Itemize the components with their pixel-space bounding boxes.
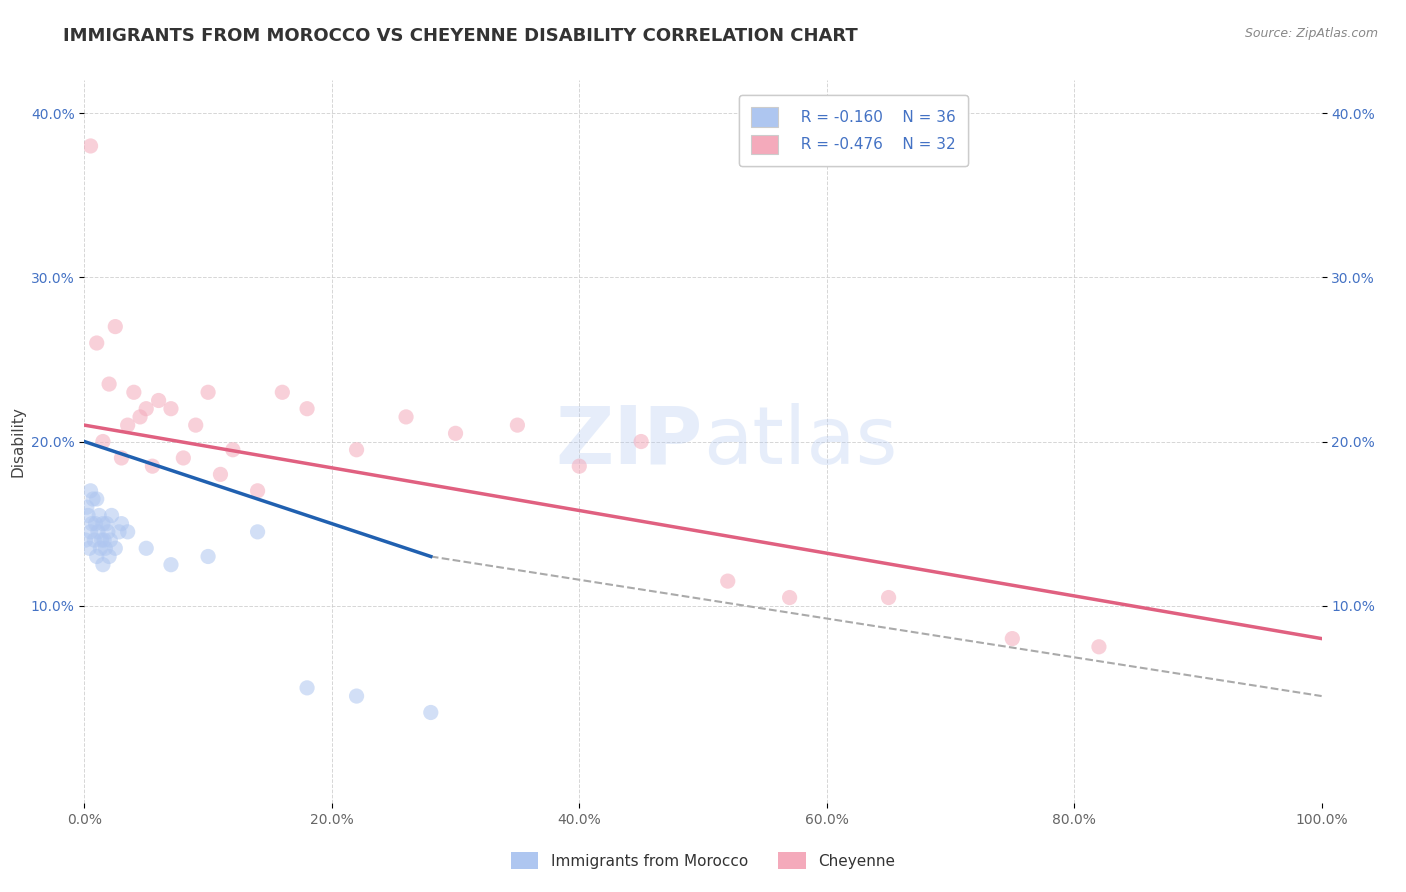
Point (91, 434, 114, 449)
Point (79, 139, 101, 153)
Point (91, 516, 114, 531)
Point (222, 442, 245, 457)
Point (184, 418, 207, 433)
Point (419, 706, 441, 720)
Point (1088, 640, 1111, 654)
Point (80, 516, 103, 531)
Point (108, 524, 131, 539)
Point (346, 442, 368, 457)
Point (79, 483, 101, 498)
Point (79, 541, 101, 556)
Point (89, 508, 111, 523)
Point (506, 418, 529, 433)
Point (117, 418, 139, 433)
Point (877, 591, 900, 605)
Point (779, 591, 801, 605)
Point (76, 500, 98, 515)
Point (160, 558, 183, 572)
Point (94, 541, 117, 556)
Point (83, 533, 105, 547)
Point (148, 393, 170, 408)
Point (141, 459, 163, 474)
Point (104, 541, 127, 556)
Point (86, 549, 108, 564)
Point (82, 491, 104, 506)
Point (97, 524, 120, 539)
Point (129, 409, 152, 424)
Point (91, 558, 114, 572)
Point (295, 681, 318, 695)
Point (1001, 632, 1024, 646)
Point (84, 516, 107, 531)
Point (93, 533, 115, 547)
Point (77, 508, 100, 523)
Legend: Immigrants from Morocco, Cheyenne: Immigrants from Morocco, Cheyenne (505, 846, 901, 875)
Point (98, 549, 121, 564)
Text: atlas: atlas (703, 402, 897, 481)
Point (110, 450, 132, 465)
Point (444, 426, 467, 441)
Point (122, 385, 145, 400)
Point (630, 434, 652, 449)
Point (395, 409, 418, 424)
Point (79, 524, 101, 539)
Point (246, 483, 269, 498)
Point (98, 533, 121, 547)
Point (295, 401, 318, 416)
Point (346, 689, 368, 703)
Text: IMMIGRANTS FROM MOROCCO VS CHEYENNE DISABILITY CORRELATION CHART: IMMIGRANTS FROM MOROCCO VS CHEYENNE DISA… (63, 27, 858, 45)
Point (110, 516, 132, 531)
Point (246, 524, 269, 539)
Point (96, 516, 118, 531)
Y-axis label: Disability: Disability (10, 406, 25, 477)
Text: Source: ZipAtlas.com: Source: ZipAtlas.com (1244, 27, 1378, 40)
Point (717, 574, 740, 588)
Point (104, 319, 127, 334)
Point (75, 533, 97, 547)
Text: ZIP: ZIP (555, 402, 703, 481)
Point (98, 377, 121, 392)
Point (100, 508, 122, 523)
Point (86, 336, 108, 351)
Point (89, 541, 111, 556)
Point (160, 401, 183, 416)
Point (87, 524, 110, 539)
Point (90, 533, 112, 547)
Point (86, 491, 108, 506)
Point (172, 450, 194, 465)
Point (209, 467, 232, 482)
Point (271, 385, 294, 400)
Point (135, 541, 157, 556)
Point (117, 524, 139, 539)
Legend:   R = -0.160    N = 36,   R = -0.476    N = 32: R = -0.160 N = 36, R = -0.476 N = 32 (738, 95, 967, 167)
Point (197, 549, 219, 564)
Point (197, 385, 219, 400)
Point (568, 459, 591, 474)
Point (135, 401, 157, 416)
